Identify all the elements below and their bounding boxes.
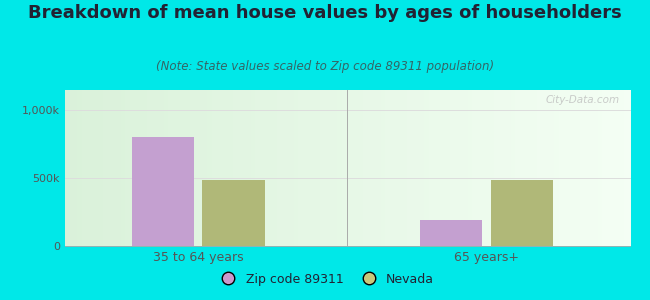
Bar — [203, 179, 265, 246]
Text: (Note: State values scaled to Zip code 89311 population): (Note: State values scaled to Zip code 8… — [156, 60, 494, 73]
Legend: Zip code 89311, Nevada: Zip code 89311, Nevada — [211, 268, 439, 291]
Text: City-Data.com: City-Data.com — [545, 95, 619, 105]
Bar — [491, 179, 553, 246]
Text: Breakdown of mean house values by ages of householders: Breakdown of mean house values by ages o… — [28, 4, 622, 22]
Bar — [131, 137, 194, 246]
Bar — [420, 220, 482, 246]
